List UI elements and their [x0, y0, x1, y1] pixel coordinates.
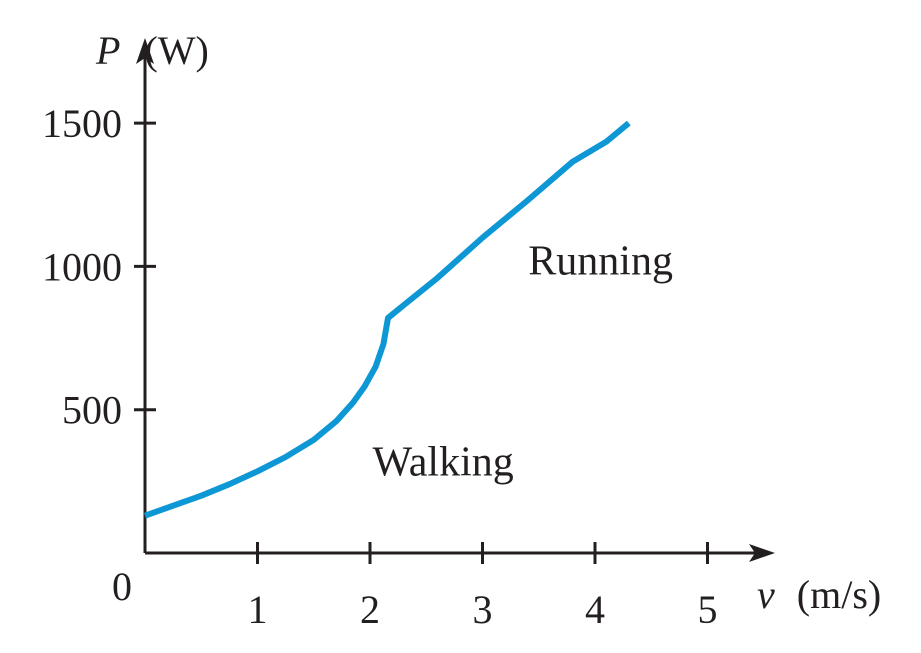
y-tick-label-500: 500: [62, 388, 122, 433]
x-tick-label-5: 5: [698, 587, 718, 632]
y-tick-label-1000: 1000: [42, 244, 122, 289]
x-axis-unit: (m/s): [797, 572, 881, 617]
x-tick-label-1: 1: [248, 587, 268, 632]
x-axis-symbol: v: [757, 572, 775, 617]
y-axis-arrow: [136, 38, 154, 64]
y-axis-symbol: P: [95, 28, 120, 73]
y-tick-label-1500: 1500: [42, 101, 122, 146]
axes: [136, 38, 775, 562]
series: [143, 120, 631, 519]
x-tick-label-3: 3: [473, 587, 493, 632]
origin-label: 0: [112, 564, 132, 609]
x-axis-title: v (m/s): [757, 572, 881, 617]
ticks: 1 2 3 4 5 500 1000 1500: [42, 101, 718, 632]
annotation-running: Running: [528, 239, 673, 285]
x-tick-label-4: 4: [585, 587, 605, 632]
x-tick-label-2: 2: [360, 587, 380, 632]
y-axis-title: P (W): [95, 28, 209, 73]
series-line-0: [143, 120, 631, 519]
y-axis-unit: (W): [144, 28, 208, 73]
x-axis-arrow: [749, 544, 775, 562]
annotation-walking: Walking: [372, 439, 513, 485]
